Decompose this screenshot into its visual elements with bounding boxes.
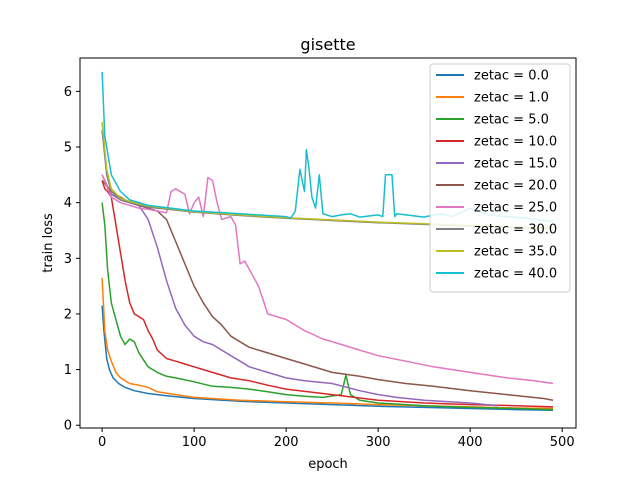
y-tick-label: 3 bbox=[64, 252, 72, 267]
series-line-6 bbox=[101, 174, 554, 385]
legend-label: zetac = 30.0 bbox=[474, 223, 557, 238]
y-tick-label: 4 bbox=[64, 196, 72, 211]
legend-label: zetac = 40.0 bbox=[474, 267, 557, 282]
y-tick-label: 1 bbox=[64, 363, 72, 378]
legend: zetac = 0.0 zetac = 1.0 zetac = 5.0 zetac =… bbox=[429, 63, 571, 293]
legend-label: zetac = 35.0 bbox=[474, 245, 557, 260]
y-tick-label: 2 bbox=[64, 307, 72, 322]
x-axis-label: epoch bbox=[308, 457, 348, 472]
x-tick-label: 200 bbox=[274, 435, 299, 450]
legend-label: zetac = 5.0 bbox=[474, 113, 549, 128]
y-axis: 0 1 2 3 4 5 6 bbox=[64, 85, 80, 434]
legend-label: zetac = 25.0 bbox=[474, 201, 557, 216]
series-line-3 bbox=[101, 180, 554, 408]
series-line-2 bbox=[101, 202, 554, 411]
legend-label: zetac = 1.0 bbox=[474, 91, 549, 106]
x-tick-label: 400 bbox=[458, 435, 483, 450]
legend-label: zetac = 10.0 bbox=[474, 135, 557, 150]
chart-title: gisette bbox=[300, 35, 355, 54]
y-tick-label: 0 bbox=[64, 419, 72, 434]
legend-label: zetac = 15.0 bbox=[474, 157, 557, 172]
legend-box bbox=[429, 63, 571, 293]
x-tick-label: 500 bbox=[550, 435, 575, 450]
y-tick-label: 5 bbox=[64, 141, 72, 156]
x-tick-label: 300 bbox=[366, 435, 391, 450]
x-tick-label: 100 bbox=[182, 435, 207, 450]
series-line-0 bbox=[101, 305, 554, 411]
y-axis-label: train loss bbox=[41, 213, 56, 273]
series-line-5 bbox=[101, 179, 554, 401]
series-line-4 bbox=[101, 174, 498, 407]
x-tick-label: 0 bbox=[98, 435, 106, 450]
y-tick-label: 6 bbox=[64, 85, 72, 100]
x-axis: 0 100 200 300 400 500 bbox=[98, 428, 575, 450]
legend-label: zetac = 0.0 bbox=[474, 69, 549, 84]
plot-frame bbox=[79, 57, 577, 429]
legend-label: zetac = 20.0 bbox=[474, 179, 557, 194]
